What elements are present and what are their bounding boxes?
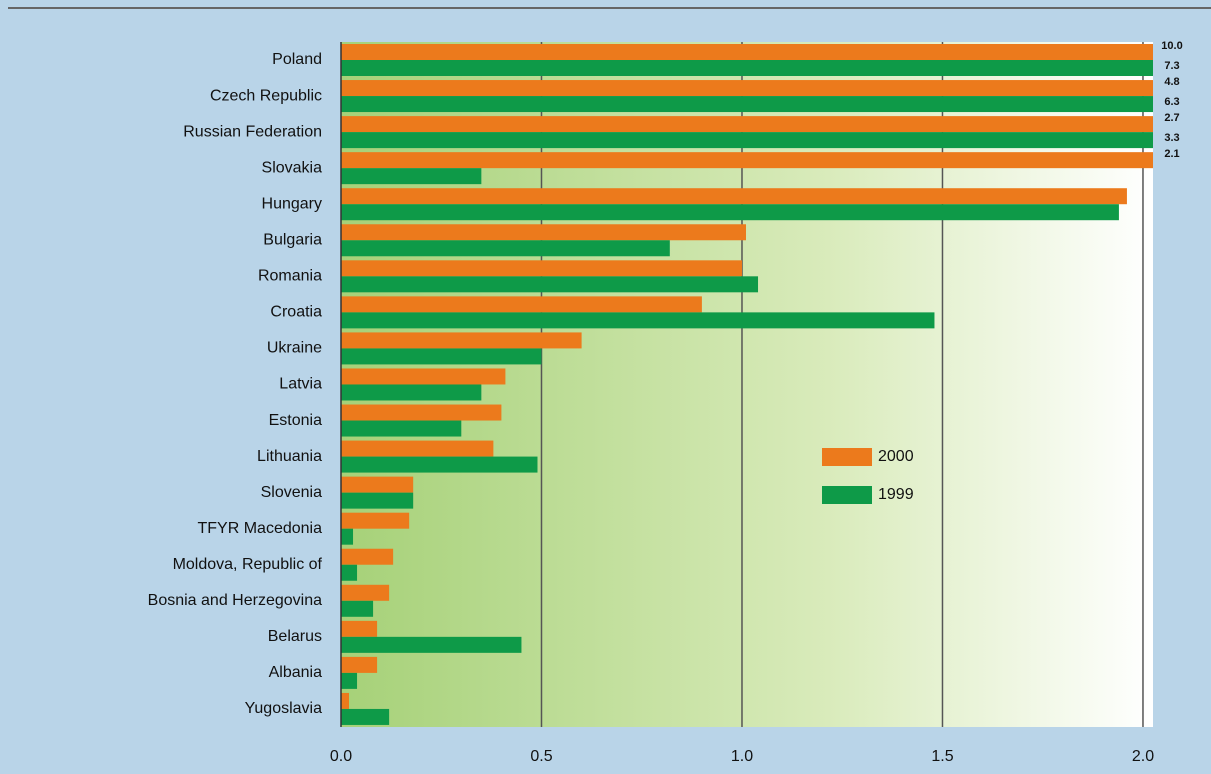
bar xyxy=(341,512,410,529)
bar xyxy=(341,564,358,581)
bar xyxy=(341,332,582,349)
y-tick-label: Slovenia xyxy=(261,484,322,501)
bar xyxy=(341,132,1153,149)
bar xyxy=(341,168,482,185)
legend-label: 1999 xyxy=(878,486,914,503)
value-label: 2.7 xyxy=(1164,112,1179,124)
bar xyxy=(341,260,742,277)
bar xyxy=(341,708,390,725)
bar xyxy=(341,456,538,473)
value-label: 10.0 xyxy=(1161,40,1182,52)
y-tick-label: Estonia xyxy=(269,412,322,429)
y-tick-label: Moldova, Republic of xyxy=(173,556,323,573)
y-tick-label: Bulgaria xyxy=(263,232,322,249)
bar xyxy=(341,476,414,493)
bar xyxy=(341,348,542,365)
y-tick-label: Ukraine xyxy=(267,340,322,357)
bar xyxy=(341,636,522,653)
x-tick-label: 1.0 xyxy=(731,748,753,765)
x-tick-label: 2.0 xyxy=(1132,748,1154,765)
value-label: 4.8 xyxy=(1164,76,1179,88)
bar xyxy=(341,116,1153,133)
y-tick-label: Lithuania xyxy=(257,448,322,465)
y-tick-label: Slovakia xyxy=(262,159,323,176)
bar xyxy=(341,600,374,617)
bar xyxy=(341,60,1153,76)
legend-swatch xyxy=(822,448,872,466)
y-tick-label: Belarus xyxy=(268,628,322,645)
bars xyxy=(341,44,1153,725)
bar xyxy=(341,368,506,385)
y-tick-label: Romania xyxy=(258,268,322,285)
bar xyxy=(341,188,1127,205)
value-label: 2.1 xyxy=(1164,148,1179,160)
bar xyxy=(341,584,390,601)
x-tick-label: 1.5 xyxy=(931,748,953,765)
bar xyxy=(341,492,414,509)
bar xyxy=(341,96,1153,113)
y-tick-label: Croatia xyxy=(270,304,322,321)
bar xyxy=(341,296,702,313)
value-label: 3.3 xyxy=(1164,132,1179,144)
bar xyxy=(341,620,378,637)
bar xyxy=(341,440,494,457)
legend-label: 2000 xyxy=(878,448,914,465)
y-tick-label: Yugoslavia xyxy=(245,700,322,717)
y-tick-label: Albania xyxy=(269,664,322,681)
y-tick-label: Czech Republic xyxy=(210,87,322,104)
y-tick-label: TFYR Macedonia xyxy=(198,520,323,537)
bar xyxy=(341,692,350,709)
bar xyxy=(341,672,358,689)
y-tick-label: Bosnia and Herzegovina xyxy=(148,592,322,609)
bar xyxy=(341,656,378,673)
x-tick-label: 0.0 xyxy=(330,748,352,765)
bar xyxy=(341,548,394,565)
bar xyxy=(341,384,482,401)
bar xyxy=(341,528,354,545)
y-tick-label: Russian Federation xyxy=(183,123,322,140)
bar xyxy=(341,240,670,257)
bar xyxy=(341,44,1153,60)
bar xyxy=(341,224,746,241)
bar xyxy=(341,152,1153,169)
bar xyxy=(341,80,1153,97)
bar xyxy=(341,204,1119,221)
y-tick-label: Hungary xyxy=(262,195,322,212)
legend-swatch xyxy=(822,486,872,504)
x-tick-label: 0.5 xyxy=(530,748,552,765)
value-label: 7.3 xyxy=(1164,60,1179,72)
bar xyxy=(341,420,462,437)
bar xyxy=(341,404,502,421)
bar xyxy=(341,312,935,329)
value-label: 6.3 xyxy=(1164,96,1179,108)
y-tick-label: Latvia xyxy=(279,376,322,393)
y-tick-label: Poland xyxy=(272,51,322,68)
bar xyxy=(341,276,759,293)
